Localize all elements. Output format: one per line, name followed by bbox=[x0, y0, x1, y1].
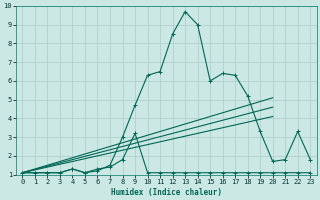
X-axis label: Humidex (Indice chaleur): Humidex (Indice chaleur) bbox=[111, 188, 222, 197]
